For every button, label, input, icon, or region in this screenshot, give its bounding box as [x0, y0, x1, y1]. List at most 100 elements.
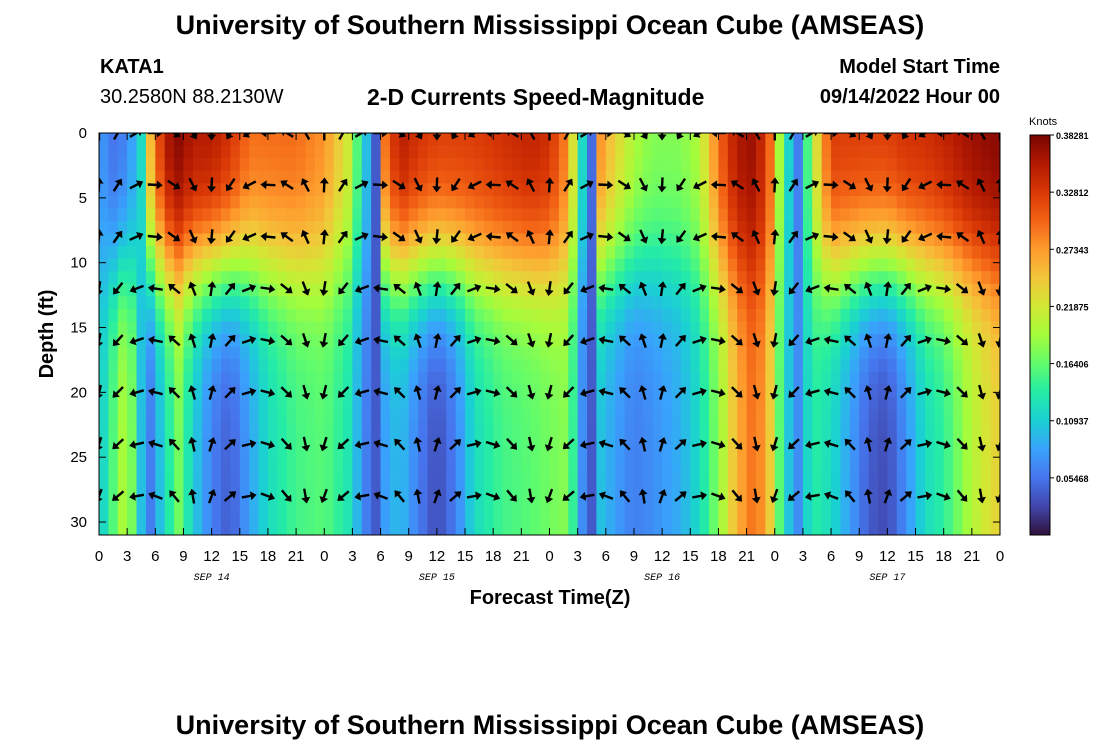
heatmap-cell [784, 346, 795, 360]
heatmap-cell [990, 384, 1000, 398]
heatmap-cell [915, 133, 926, 147]
heatmap-cell [746, 509, 757, 524]
heatmap-cell [765, 158, 776, 172]
heatmap-cell [643, 208, 654, 222]
heatmap-cell [164, 271, 175, 285]
heatmap-cell [183, 246, 194, 260]
heatmap-cell [587, 195, 598, 209]
heatmap-cell [727, 472, 738, 486]
heatmap-layer [99, 133, 1000, 535]
current-vector [730, 386, 743, 398]
heatmap-cell [943, 296, 954, 310]
heatmap-cell [737, 346, 748, 360]
heatmap-cell [221, 522, 231, 535]
heatmap-cell [108, 220, 119, 235]
heatmap-cell [202, 396, 213, 410]
heatmap-cell [389, 396, 400, 410]
heatmap-cell [821, 359, 832, 373]
heatmap-cell [221, 396, 231, 410]
heatmap-cell [380, 133, 391, 147]
heatmap-cell [511, 497, 522, 511]
heatmap-cell [934, 133, 945, 147]
heatmap-cell [793, 321, 804, 335]
heatmap-cell [718, 472, 729, 486]
heatmap-cell [990, 246, 1000, 260]
x-tick-label: 3 [123, 548, 131, 565]
current-vector [319, 229, 329, 245]
heatmap-cell [324, 484, 335, 498]
heatmap-cell [164, 409, 175, 423]
heatmap-cell [465, 208, 476, 222]
heatmap-cell [605, 233, 616, 247]
current-vector [129, 336, 145, 346]
heatmap-cell [455, 396, 466, 410]
heatmap-cell [549, 459, 560, 473]
heatmap-cell [831, 359, 842, 373]
heatmap-cell [549, 522, 560, 535]
x-tick-label: 12 [203, 548, 220, 565]
current-vector [863, 488, 873, 504]
heatmap-cell [784, 497, 795, 511]
heatmap-cell [558, 421, 569, 436]
heatmap-cell [474, 409, 485, 423]
current-vector [167, 179, 181, 190]
heatmap-cell [333, 459, 344, 473]
heatmap-cell [718, 484, 729, 498]
heatmap-cell [530, 447, 541, 461]
heatmap-cell [821, 509, 832, 524]
heatmap-cell [699, 522, 710, 535]
x-tick-label: 21 [513, 548, 530, 565]
heatmap-cell [267, 359, 278, 373]
heatmap-cell [145, 208, 156, 222]
heatmap-cell [840, 409, 851, 423]
heatmap-cell [530, 409, 541, 423]
current-vector [658, 333, 667, 349]
x-date-label: SEP 17 [869, 573, 905, 584]
heatmap-cell [765, 133, 776, 147]
heatmap-cell [906, 145, 917, 159]
heatmap-cell [812, 208, 823, 222]
heatmap-cell [155, 220, 166, 235]
heatmap-cell [155, 145, 166, 159]
current-vector [823, 133, 839, 138]
heatmap-cell [793, 220, 804, 235]
heatmap-cell [108, 459, 119, 473]
heatmap-cell [812, 434, 823, 448]
heatmap-cell [399, 158, 410, 172]
heatmap-cell [399, 409, 410, 423]
heatmap-cell [896, 384, 907, 398]
heatmap-cell [765, 409, 776, 423]
heatmap-cell [446, 371, 457, 385]
heatmap-cell [324, 233, 335, 247]
heatmap-cell [605, 158, 616, 172]
heatmap-cell [99, 183, 109, 197]
heatmap-cell [709, 522, 720, 535]
x-tick-label: 12 [429, 548, 446, 565]
heatmap-cell [389, 359, 400, 373]
heatmap-cell [549, 208, 560, 222]
heatmap-cell [643, 447, 654, 461]
heatmap-cell [474, 497, 485, 511]
heatmap-cell [605, 371, 616, 385]
heatmap-cell [455, 145, 466, 159]
current-vector [693, 180, 707, 190]
heatmap-cell [493, 459, 504, 473]
heatmap-cell [652, 334, 663, 348]
heatmap-cell [896, 308, 907, 323]
heatmap-cell [296, 271, 307, 285]
heatmap-cell [305, 283, 316, 297]
heatmap-cell [962, 296, 973, 310]
current-vector [619, 490, 631, 503]
heatmap-cell [389, 271, 400, 285]
heatmap-cell [774, 396, 785, 410]
heatmap-cell [418, 334, 429, 348]
heatmap-cell [99, 158, 109, 172]
heatmap-cell [296, 145, 307, 159]
heatmap-cell [511, 484, 522, 498]
current-vector [899, 491, 912, 502]
heatmap-cell [108, 296, 119, 310]
heatmap-cell [314, 158, 325, 172]
heatmap-cell [314, 346, 325, 360]
heatmap-cell [493, 308, 504, 323]
heatmap-cell [211, 334, 222, 348]
